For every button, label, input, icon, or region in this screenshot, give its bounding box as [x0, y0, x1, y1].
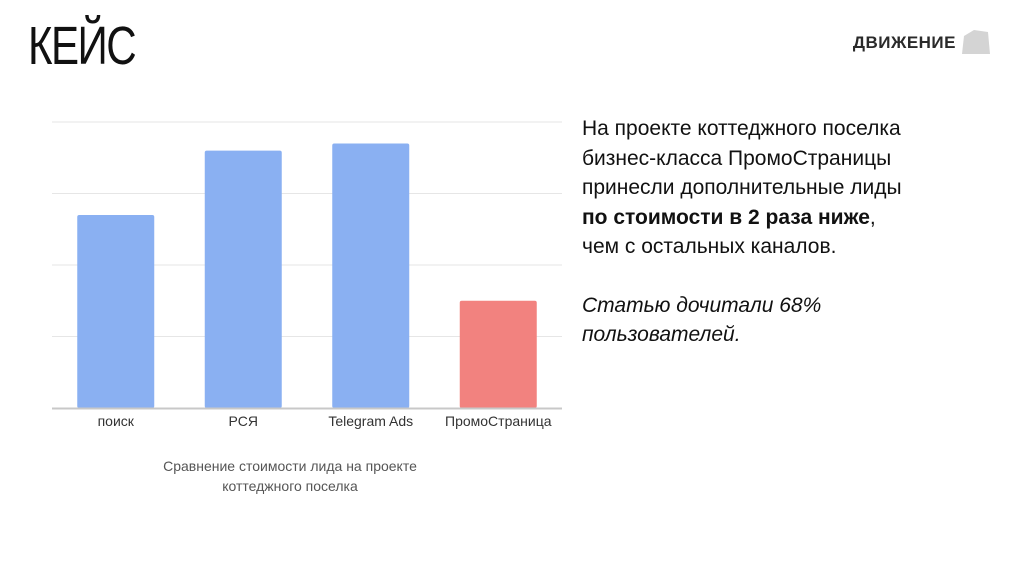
description-line3: принесли дополнительные лиды: [582, 176, 902, 199]
read-rate-note-line1: Статью дочитали 68%: [582, 293, 822, 317]
description-highlight: по стоимости в 2 раза ниже: [582, 205, 870, 229]
bar-3: [332, 143, 410, 408]
chart-caption-line1: Сравнение стоимости лида на проекте: [163, 458, 417, 474]
read-rate-note-line2: пользователей.: [582, 323, 741, 346]
slide-title: КЕЙС: [28, 16, 137, 76]
house-logo-icon: [962, 30, 990, 54]
chart-caption: Сравнение стоимости лида на проекте котт…: [130, 456, 450, 496]
x-tick-label: ПромоСтраница: [445, 413, 552, 429]
brand-logo: ДВИЖЕНИЕ: [853, 30, 990, 54]
bar-chart-svg: поиск РСЯ Telegram Ads ПромоСтраница: [52, 121, 562, 429]
bar-1: [77, 214, 155, 408]
x-tick-label: РСЯ: [229, 413, 258, 429]
x-tick-label: поиск: [98, 413, 135, 429]
x-tick-label: Telegram Ads: [328, 413, 413, 429]
bar-4: [459, 300, 537, 408]
brand-logo-text: ДВИЖЕНИЕ: [852, 33, 956, 52]
bar-chart: поиск РСЯ Telegram Ads ПромоСтраница: [40, 108, 580, 438]
case-description: На проекте коттеджного поселка бизнес-кл…: [582, 114, 1002, 350]
chart-caption-line2: коттеджного поселка: [222, 478, 358, 494]
description-line2: бизнес-класса ПромоСтраницы: [582, 146, 892, 170]
description-line4: по стоимости в 2 раза ниже,: [582, 203, 1002, 233]
description-line5: чем с остальных каналов.: [582, 235, 837, 258]
description-line1: На проекте коттеджного поселка: [582, 117, 901, 140]
bar-2: [204, 150, 282, 408]
description-highlight-suffix: ,: [869, 205, 876, 229]
